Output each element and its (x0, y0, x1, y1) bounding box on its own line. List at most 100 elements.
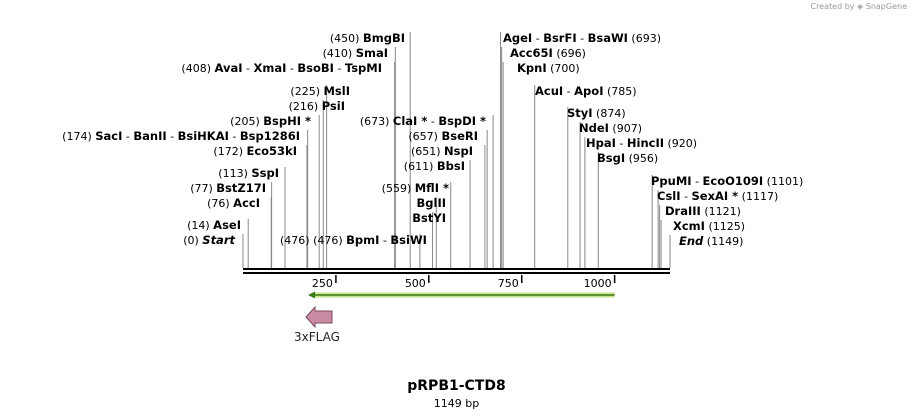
enzyme-name[interactable]: EcoO109I (703, 174, 764, 188)
feature-label-3xflag[interactable]: 3xFLAG (294, 330, 340, 344)
enzyme-name[interactable]: HpaI (586, 136, 616, 150)
site-group-avai[interactable]: (408) AvaI - XmaI - BsoBI - TspMI (181, 61, 382, 75)
site-label-asei[interactable]: (14) AseI (187, 218, 241, 232)
enzyme-name[interactable]: ApoI (574, 84, 603, 98)
enzyme-name[interactable]: Bsp1286I (240, 129, 300, 143)
site-label-bseri[interactable]: (657) BseRI (408, 129, 478, 143)
site-label-end[interactable]: End (1149) (679, 234, 743, 248)
enzyme-name[interactable]: PsiI (322, 99, 345, 113)
enzyme-name[interactable]: Start (202, 233, 235, 247)
enzyme-name[interactable]: AgeI (503, 31, 532, 45)
site-group-acui[interactable]: AcuI - ApoI (785) (535, 84, 637, 98)
enzyme-name[interactable]: BstZ17I (216, 181, 266, 195)
site-group-start[interactable]: (0) Start (183, 233, 235, 247)
site-group-psii[interactable]: (216) PsiI (289, 99, 345, 113)
site-group-ndei[interactable]: NdeI (907) (579, 121, 642, 135)
enzyme-name[interactable]: XmaI (253, 61, 286, 75)
site-label-ppumi[interactable]: PpuMI - EcoO109I (1101) (651, 174, 803, 188)
site-group-bpmi[interactable]: (476) (476) BpmI - BsiWI (280, 233, 427, 247)
site-label-avai[interactable]: (408) AvaI - XmaI - BsoBI - TspMI (181, 61, 382, 75)
feature-arrow-3xflag[interactable] (305, 305, 333, 329)
site-label-eco53ki[interactable]: (172) Eco53kI (213, 144, 297, 158)
enzyme-name[interactable]: SspI (251, 166, 279, 180)
site-label-bbsi[interactable]: (611) BbsI (404, 159, 465, 173)
site-label-agei[interactable]: AgeI - BsrFI - BsaWI (693) (503, 31, 661, 45)
site-label-bsgi[interactable]: BsgI (956) (597, 151, 658, 165)
site-group-ppumi[interactable]: PpuMI - EcoO109I (1101) (651, 174, 803, 188)
enzyme-name[interactable]: BmgBI (363, 31, 405, 45)
site-label-acc65i[interactable]: Acc65I (696) (510, 46, 586, 60)
site-label-bstz17i[interactable]: (77) BstZ17I (190, 181, 266, 195)
enzyme-name[interactable]: NspI (444, 144, 473, 158)
enzyme-name[interactable]: BbsI (437, 159, 465, 173)
enzyme-name[interactable]: KpnI (517, 61, 547, 75)
enzyme-name[interactable]: SexAI * (691, 189, 738, 203)
enzyme-name[interactable]: HincII (627, 136, 664, 150)
enzyme-name[interactable]: Eco53kI (246, 144, 297, 158)
enzyme-name[interactable]: BpmI (346, 233, 379, 247)
enzyme-name[interactable]: BsiHKAI (178, 129, 229, 143)
enzyme-name[interactable]: TspMI (345, 61, 382, 75)
site-group-styi[interactable]: StyI (874) (567, 106, 626, 120)
enzyme-name[interactable]: SacI (95, 129, 122, 143)
enzyme-name[interactable]: BsaWI (588, 31, 628, 45)
site-group-bsgi[interactable]: BsgI (956) (597, 151, 658, 165)
site-group-draiii[interactable]: DraIII (1121) (665, 204, 741, 218)
site-group-xcmi[interactable]: XcmI (1125) (673, 219, 745, 233)
enzyme-name[interactable]: BanII (133, 129, 166, 143)
enzyme-name[interactable]: BsoBI (297, 61, 334, 75)
site-label-draiii[interactable]: DraIII (1121) (665, 204, 741, 218)
site-label-ndei[interactable]: NdeI (907) (579, 121, 642, 135)
site-label-bpmi[interactable]: (476) (476) BpmI - BsiWI (280, 233, 427, 247)
site-group-csli[interactable]: CslI - SexAI * (1117) (657, 189, 778, 203)
site-label-bglii[interactable]: BglII (417, 196, 447, 210)
site-group-agei[interactable]: AgeI - BsrFI - BsaWI (693) (503, 31, 661, 45)
site-group-saci[interactable]: (174) SacI - BanII - BsiHKAI - Bsp1286I (62, 129, 300, 143)
site-label-start[interactable]: (0) Start (183, 233, 235, 247)
site-group-acc65i[interactable]: Acc65I (696) (510, 46, 586, 60)
enzyme-name[interactable]: AccI (233, 196, 260, 210)
site-label-psii[interactable]: (216) PsiI (289, 99, 345, 113)
enzyme-name[interactable]: AseI (213, 218, 241, 232)
enzyme-name[interactable]: BseRI (441, 129, 478, 143)
site-group-mfli[interactable]: (559) MflI * (382, 181, 449, 195)
enzyme-name[interactable]: BsiWI (390, 233, 427, 247)
enzyme-name[interactable]: MflI * (415, 181, 449, 195)
site-group-bstyi[interactable]: BstYI (412, 211, 446, 225)
site-label-acci[interactable]: (76) AccI (207, 196, 260, 210)
site-group-asei[interactable]: (14) AseI (187, 218, 241, 232)
site-label-clai[interactable]: (673) ClaI * - BspDI * (360, 114, 486, 128)
site-label-msli[interactable]: (225) MslI (290, 84, 350, 98)
site-group-end[interactable]: End (1149) (679, 234, 743, 248)
enzyme-name[interactable]: AvaI (214, 61, 242, 75)
site-label-xcmi[interactable]: XcmI (1125) (673, 219, 745, 233)
site-label-mfli[interactable]: (559) MflI * (382, 181, 449, 195)
enzyme-name[interactable]: BspHI * (263, 114, 311, 128)
site-label-hpai[interactable]: HpaI - HincII (920) (586, 136, 697, 150)
site-label-sspi[interactable]: (113) SspI (218, 166, 279, 180)
site-group-bmgbi[interactable]: (450) BmgBI (330, 31, 405, 45)
site-label-styi[interactable]: StyI (874) (567, 106, 626, 120)
enzyme-name[interactable]: NdeI (579, 121, 609, 135)
enzyme-name[interactable]: PpuMI (651, 174, 692, 188)
site-label-acui[interactable]: AcuI - ApoI (785) (535, 84, 637, 98)
enzyme-name[interactable]: SmaI (356, 46, 388, 60)
site-group-sspi[interactable]: (113) SspI (218, 166, 279, 180)
enzyme-name[interactable]: DraIII (665, 204, 701, 218)
site-label-csli[interactable]: CslI - SexAI * (1117) (657, 189, 778, 203)
enzyme-name[interactable]: End (679, 234, 704, 248)
site-label-bmgbi[interactable]: (450) BmgBI (330, 31, 405, 45)
site-group-smai[interactable]: (410) SmaI (323, 46, 388, 60)
site-group-acci[interactable]: (76) AccI (207, 196, 260, 210)
site-label-nspi[interactable]: (651) NspI (411, 144, 473, 158)
site-label-smai[interactable]: (410) SmaI (323, 46, 388, 60)
site-group-bseri[interactable]: (657) BseRI (408, 129, 478, 143)
site-group-kpni[interactable]: KpnI (700) (517, 61, 580, 75)
site-group-msli[interactable]: (225) MslI (290, 84, 350, 98)
site-group-bbsi[interactable]: (611) BbsI (404, 159, 465, 173)
site-group-bsphi[interactable]: (205) BspHI * (230, 114, 311, 128)
enzyme-name[interactable]: BsrFI (543, 31, 576, 45)
site-group-bglii[interactable]: BglII (417, 196, 447, 210)
site-group-hpai[interactable]: HpaI - HincII (920) (586, 136, 697, 150)
site-label-bstyi[interactable]: BstYI (412, 211, 446, 225)
